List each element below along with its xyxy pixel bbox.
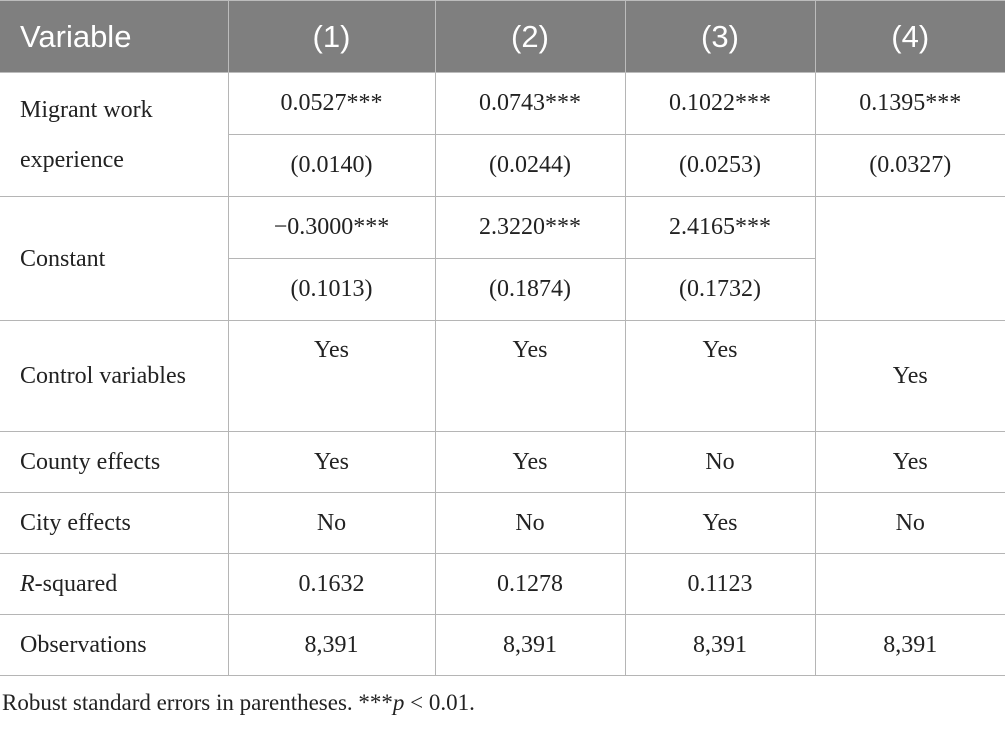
se-row: (0.0140) (0.0244) (0.0253) (0.0327) [0, 134, 1005, 197]
empty-cell [814, 553, 1005, 615]
row-label-cell: City effects [0, 492, 229, 554]
coefficient: 2.4165*** [624, 196, 816, 259]
coefficient: 0.1395*** [814, 72, 1005, 135]
row-label-cell: Constant [0, 196, 229, 321]
data-row: Control variables Yes Yes Yes Yes [0, 320, 1005, 432]
row-label: -squared [34, 570, 118, 597]
cell-value: Yes [624, 320, 816, 432]
cell-value: 8,391 [814, 614, 1005, 676]
cell-value: No [624, 431, 816, 493]
cell-value: 0.1278 [434, 553, 626, 615]
coef-row: Constant −0.3000*** 2.3220*** 2.4165*** [0, 196, 1005, 321]
standard-error: (0.0244) [434, 134, 626, 197]
row-label: Control variables [20, 363, 186, 389]
row-label-cell: County effects [0, 431, 229, 493]
cell-value: 0.1632 [227, 553, 436, 615]
coefficient: 0.1022*** [624, 72, 816, 135]
cell-value: 0.1123 [624, 553, 816, 615]
cell-value: Yes [434, 320, 626, 432]
standard-error: (0.0327) [814, 134, 1005, 197]
data-row: R-squared 0.1632 0.1278 0.1123 [0, 553, 1005, 615]
data-row: City effects No No Yes No [0, 492, 1005, 554]
row-label: Constant [20, 245, 106, 272]
cell-value: Yes [434, 431, 626, 493]
row-label-cell: Observations [0, 614, 229, 676]
header-cell: Variable [0, 0, 229, 73]
standard-error: (0.1732) [624, 258, 815, 321]
cell-value: Yes [227, 431, 436, 493]
footnote-text: < 0.01. [404, 690, 475, 715]
cell-value: 8,391 [624, 614, 816, 676]
cell-value: 8,391 [227, 614, 436, 676]
header-cell: (3) [624, 0, 816, 73]
cell-value: Yes [624, 492, 816, 554]
header-cell: (2) [434, 0, 626, 73]
row-label: R [20, 570, 35, 597]
row-label: Migrant work experience [20, 96, 153, 173]
cell-value: Yes [814, 431, 1005, 493]
se-row: (0.1013) (0.1874) (0.1732) [0, 258, 1005, 321]
data-row: County effects Yes Yes No Yes [0, 431, 1005, 493]
coef-row: Migrant work experience 0.0527*** 0.0743**… [0, 72, 1005, 197]
header-cell: (1) [227, 0, 436, 73]
footnote: Robust standard errors in parentheses. *… [2, 690, 475, 716]
cell-value: Yes [814, 320, 1005, 432]
coefficient: −0.3000*** [227, 196, 436, 259]
row-label-cell: Migrant work experience [0, 72, 229, 197]
row-label: Observations [20, 632, 147, 658]
row-label-cell: R-squared [0, 553, 229, 615]
empty-cell [814, 196, 1005, 321]
cell-value: 8,391 [434, 614, 626, 676]
cell-value: No [227, 492, 436, 554]
row-label: City effects [20, 510, 131, 536]
footnote-text: p [392, 690, 405, 715]
standard-error: (0.1874) [434, 258, 626, 321]
row-label: County effects [20, 449, 161, 475]
standard-error: (0.1013) [228, 258, 436, 321]
coefficient: 2.3220*** [434, 196, 626, 259]
cell-value: No [814, 492, 1005, 554]
standard-error: (0.0140) [228, 134, 436, 197]
header-cell: (4) [814, 0, 1005, 73]
footnote-text: Robust standard errors in parentheses. *… [2, 690, 393, 715]
header-row: Variable (1) (2) (3) (4) [0, 0, 1005, 73]
results-table: Variable (1) (2) (3) (4) Migrant work experi… [0, 0, 1005, 676]
table-body: Migrant work experience 0.0527*** 0.0743**… [0, 72, 1005, 676]
coefficient: 0.0527*** [227, 72, 436, 135]
standard-error: (0.0253) [624, 134, 816, 197]
cell-value: Yes [227, 320, 436, 432]
cell-value: No [434, 492, 626, 554]
coefficient: 0.0743*** [434, 72, 626, 135]
row-label-cell: Control variables [0, 320, 229, 432]
data-row: Observations 8,391 8,391 8,391 8,391 [0, 614, 1005, 676]
